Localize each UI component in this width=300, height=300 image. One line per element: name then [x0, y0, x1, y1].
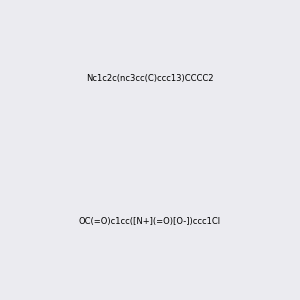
Text: Nc1c2c(nc3cc(C)ccc13)CCCC2: Nc1c2c(nc3cc(C)ccc13)CCCC2	[86, 74, 214, 83]
Text: OC(=O)c1cc([N+](=O)[O-])ccc1Cl: OC(=O)c1cc([N+](=O)[O-])ccc1Cl	[79, 217, 221, 226]
